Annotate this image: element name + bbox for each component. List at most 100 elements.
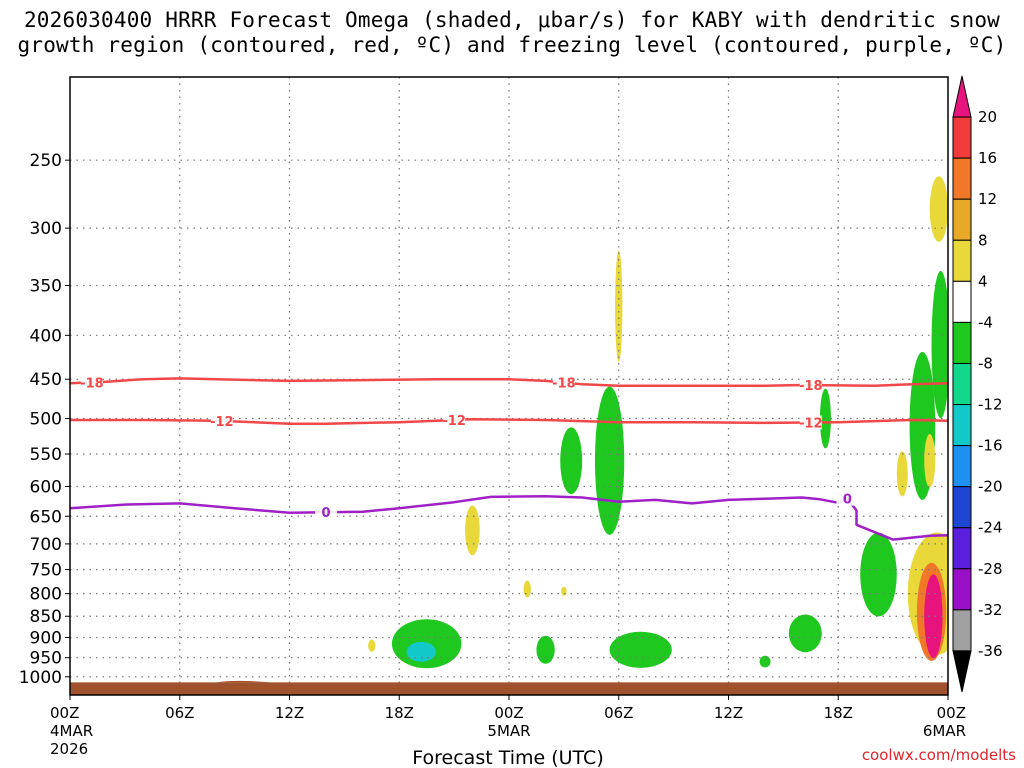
x-tick-date-4: 5MAR — [487, 722, 530, 740]
green-cell-3 — [609, 631, 672, 668]
colorbar-segment-5 — [952, 280, 972, 323]
y-tick-label-450: 450 — [30, 370, 62, 390]
colorbar-label-7: -12 — [978, 396, 1003, 414]
ground-surface — [70, 680, 948, 695]
x-tick-label-1: 06Z — [165, 704, 194, 722]
y-tick-label-400: 400 — [30, 326, 62, 346]
ground-bump — [216, 680, 272, 683]
contour-label-bg-0-0 — [80, 375, 103, 390]
x-axis-label: Forecast Time (UTC) — [412, 747, 603, 768]
contour-label-bg-0-1 — [552, 375, 575, 390]
magenta-core-1 — [924, 574, 943, 659]
y-tick-label-700: 700 — [30, 535, 62, 555]
colorbar-label-5: -4 — [978, 313, 993, 331]
title-line-1: 2026030400 HRRR Forecast Omega (shaded, … — [23, 8, 1001, 32]
y-tick-label-600: 600 — [30, 477, 62, 497]
yellow-dot-3 — [561, 586, 567, 597]
yellow-column-1 — [615, 250, 623, 363]
colorbar-label-8: -16 — [978, 437, 1003, 455]
contour-label-1-1: -12 — [442, 414, 466, 429]
colorbar: 20 16 12 8 4 -4 -8 -12 -16 -20 -24 -28 -32 -36 — [952, 75, 1003, 693]
colorbar-segment-3 — [952, 198, 972, 241]
colorbar-segment-8 — [952, 404, 972, 447]
green-column-2 — [560, 427, 583, 495]
yellow-dot-2 — [523, 580, 531, 598]
y-tick-label-800: 800 — [30, 585, 62, 605]
contour-label-1-2: -12 — [799, 416, 823, 431]
contour-label-1-0: -12 — [210, 415, 234, 430]
colorbar-label-13: -36 — [978, 642, 1003, 660]
colorbar-tip-bottom — [952, 650, 972, 693]
temperature-contours: -18 -18 -18 -12 -12 -12 0 0 — [69, 375, 949, 541]
colorbar-tip-top — [952, 75, 972, 118]
contour-label-bg-1-2 — [799, 415, 822, 430]
contour-label-0-2: -18 — [799, 379, 823, 394]
axes: 2503003504004505005506006507007508008509… — [19, 76, 966, 758]
colorbar-segment-2 — [952, 157, 972, 200]
green-dot-1 — [759, 655, 771, 668]
x-tick-label-5: 06Z — [604, 704, 633, 722]
colorbar-segment-4 — [952, 239, 972, 282]
x-tick-year-0: 2026 — [50, 740, 88, 758]
x-tick-label-2: 12Z — [275, 704, 304, 722]
contour-label-bg-1-1 — [443, 412, 466, 427]
contour-label-bg-0-2 — [799, 378, 822, 393]
contour-label-2-0: 0 — [322, 506, 331, 521]
colorbar-segment-6 — [952, 321, 972, 364]
contour-label-0-0: -18 — [80, 376, 104, 391]
colorbar-segment-11 — [952, 527, 972, 570]
y-tick-label-500: 500 — [30, 409, 62, 429]
x-tick-label-7: 18Z — [824, 704, 853, 722]
colorbar-label-1: 16 — [978, 149, 997, 167]
y-tick-label-650: 650 — [30, 507, 62, 527]
colorbar-segment-12 — [952, 568, 972, 611]
credit-text: coolwx.com/modelts — [861, 746, 1016, 764]
colorbar-segment-13 — [952, 609, 972, 652]
yellow-cell-5 — [924, 434, 936, 488]
colorbar-segment-1 — [952, 116, 972, 159]
green-column-1 — [594, 386, 625, 535]
colorbar-segment-10 — [952, 486, 972, 529]
y-tick-label-300: 300 — [30, 219, 62, 239]
x-tick-label-3: 18Z — [385, 704, 414, 722]
colorbar-segment-7 — [952, 362, 972, 406]
contour-label-2-1: 0 — [843, 493, 852, 508]
green-column-5 — [931, 270, 948, 419]
colorbar-label-2: 12 — [978, 190, 997, 208]
y-tick-label-350: 350 — [30, 277, 62, 297]
contour-line-2 — [69, 494, 949, 541]
x-tick-date-0: 4MAR — [50, 722, 93, 740]
title-line-2: growth region (contoured, red, ºC) and f… — [17, 33, 1007, 57]
green-cell-5 — [860, 532, 897, 617]
ground-rect — [70, 682, 948, 695]
x-tick-date-8: 6MAR — [923, 722, 966, 740]
contour-label-0-1: -18 — [552, 377, 576, 392]
yellow-cell-3 — [929, 176, 948, 242]
yellow-cell-1 — [465, 505, 480, 556]
grid-lines — [70, 77, 948, 695]
omega-shading — [368, 176, 948, 669]
y-tick-label-750: 750 — [30, 561, 62, 581]
colorbar-label-6: -8 — [978, 354, 993, 372]
y-tick-label-1000: 1000 — [19, 668, 62, 688]
colorbar-label-4: 4 — [978, 272, 988, 290]
y-tick-label-250: 250 — [30, 151, 62, 171]
x-tick-label-8: 00Z — [937, 704, 966, 722]
x-tick-label-0: 00Z — [50, 704, 79, 722]
yellow-cell-4 — [896, 451, 908, 497]
y-tick-label-950: 950 — [30, 649, 62, 669]
colorbar-label-10: -24 — [978, 519, 1003, 537]
x-tick-label-6: 12Z — [714, 704, 743, 722]
y-tick-label-900: 900 — [30, 629, 62, 649]
contour-label-bg-2-1 — [836, 491, 859, 506]
colorbar-label-0: 20 — [978, 108, 997, 126]
colorbar-label-12: -32 — [978, 601, 1003, 619]
colorbar-label-11: -28 — [978, 560, 1003, 578]
colorbar-label-9: -20 — [978, 478, 1003, 496]
contour-label-bg-1-0 — [210, 413, 233, 428]
colorbar-label-3: 8 — [978, 231, 988, 249]
x-tick-label-4: 00Z — [494, 704, 523, 722]
y-tick-label-550: 550 — [30, 445, 62, 465]
green-cell-2 — [536, 635, 555, 664]
teal-core-1 — [406, 641, 436, 662]
